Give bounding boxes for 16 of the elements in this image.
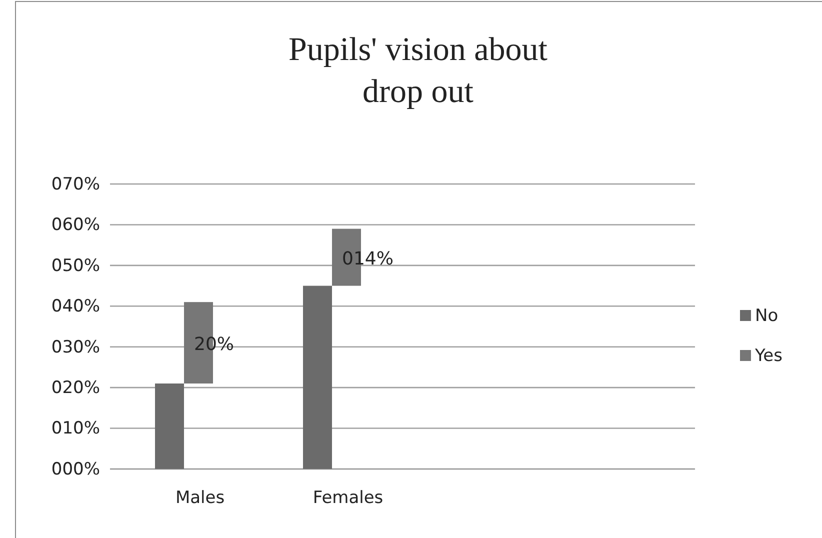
x-tick-label: Males [175,488,225,508]
legend-label: No [755,306,778,326]
y-tick-label: 010% [51,418,100,439]
x-tick-label: Females [312,488,384,508]
y-tick-label: 040% [51,296,100,317]
bar [155,384,184,469]
y-tick-label: 070% [51,174,100,194]
bar [303,286,332,469]
chart-title: Pupils' vision about drop out [288,32,548,110]
y-tick-label: 030% [51,337,100,358]
data-label: 20% [194,334,234,355]
y-tick-label: 050% [51,256,100,276]
y-tick-label: 060% [51,215,100,236]
y-tick-label: 020% [51,378,100,398]
y-tick-label: 000% [51,459,100,480]
legend-label: Yes [754,346,783,366]
